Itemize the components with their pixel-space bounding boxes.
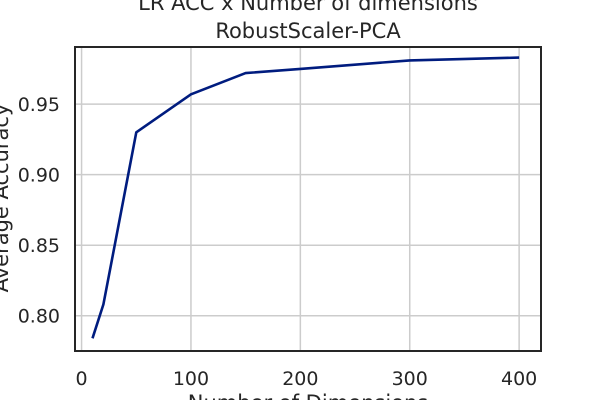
- plot-frame: [74, 46, 542, 352]
- y-tick-label: 0.85: [18, 235, 60, 257]
- y-tick-label: 0.80: [18, 306, 60, 328]
- x-axis-ticks: 0 100 200 300 400: [76, 368, 538, 390]
- series-line: [91, 56, 520, 339]
- y-tick-label: 0.90: [18, 165, 60, 187]
- series-layer: [91, 56, 520, 339]
- x-tick-label: 300: [392, 368, 428, 390]
- grid: [75, 47, 541, 351]
- y-tick-label: 0.95: [18, 94, 60, 116]
- x-axis-label: Number of Dimensions: [188, 391, 429, 400]
- x-tick-label: 400: [501, 368, 537, 390]
- x-tick-label: 200: [282, 368, 318, 390]
- x-tick-label: 0: [76, 368, 88, 390]
- chart-title: LR ACC x Number of dimensions: [138, 0, 478, 15]
- x-tick-label: 100: [173, 368, 209, 390]
- y-axis-ticks: 0.80 0.85 0.90 0.95: [18, 94, 60, 328]
- y-axis-label: Average Accuracy: [0, 104, 13, 293]
- chart-subtitle: RobustScaler-PCA: [215, 19, 401, 43]
